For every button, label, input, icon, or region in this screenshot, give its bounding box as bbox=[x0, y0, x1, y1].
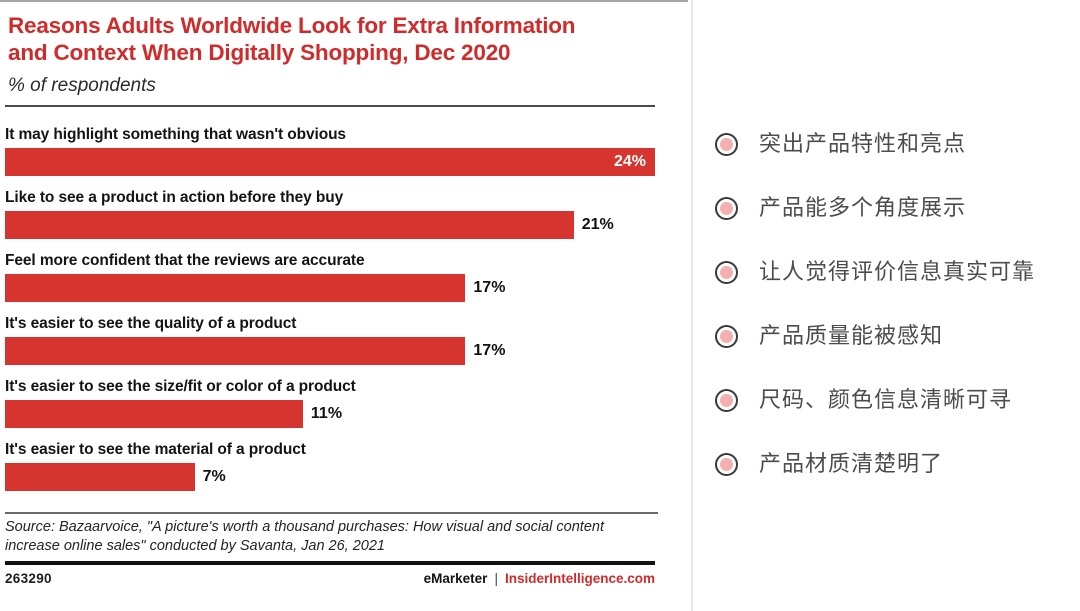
bar-row: 21% bbox=[5, 211, 655, 239]
bar-value-label-outside: 17% bbox=[473, 279, 506, 296]
radio-bullet-icon bbox=[715, 324, 738, 348]
bar-category-label: Like to see a product in action before t… bbox=[5, 189, 344, 206]
bar-value-label-outside: 11% bbox=[310, 405, 343, 422]
radio-bullet-dot bbox=[720, 393, 733, 407]
radio-bullet-dot bbox=[720, 137, 733, 151]
bar-group: It's easier to see the size/fit or color… bbox=[5, 379, 655, 428]
footer: 263290 eMarketer | InsiderIntelligence.c… bbox=[5, 571, 655, 586]
note-item: 产品质量能被感知 bbox=[715, 323, 1080, 349]
note-text: 产品质量能被感知 bbox=[759, 323, 944, 348]
note-text: 让人觉得评价信息真实可靠 bbox=[759, 259, 1036, 284]
radio-bullet-icon bbox=[715, 196, 738, 220]
bar: 24% bbox=[5, 148, 655, 176]
bar-category-label: It's easier to see the size/fit or color… bbox=[5, 378, 356, 395]
bar bbox=[5, 400, 303, 428]
header-rule bbox=[5, 105, 655, 107]
note-text: 突出产品特性和亮点 bbox=[759, 131, 967, 156]
note-item: 让人觉得评价信息真实可靠 bbox=[715, 259, 1080, 285]
note-item: 尺码、颜色信息清晰可寻 bbox=[715, 387, 1080, 413]
bar-row: 11% bbox=[5, 400, 655, 428]
note-text: 尺码、颜色信息清晰可寻 bbox=[759, 387, 1013, 412]
bar bbox=[5, 211, 574, 239]
bar-category-label: It may highlight something that wasn't o… bbox=[5, 126, 346, 143]
emarketer-logo: eMarketer bbox=[423, 570, 488, 586]
insider-intelligence-link[interactable]: InsiderIntelligence.com bbox=[504, 570, 655, 586]
bar bbox=[5, 274, 466, 302]
radio-bullet-dot bbox=[720, 265, 733, 279]
radio-bullet-icon bbox=[715, 388, 738, 412]
bar-value-label-inside: 24% bbox=[613, 153, 646, 170]
radio-bullet-dot bbox=[720, 329, 733, 343]
bar-row: 24% bbox=[5, 148, 655, 176]
radio-bullet-dot bbox=[720, 201, 733, 215]
bar-groups: It may highlight something that wasn't o… bbox=[5, 127, 655, 491]
bar-group: It's easier to see the quality of a prod… bbox=[5, 316, 655, 365]
note-item: 产品材质清楚明了 bbox=[715, 451, 1080, 477]
note-text: 产品能多个角度展示 bbox=[759, 195, 967, 220]
radio-bullet-icon bbox=[715, 132, 738, 156]
note-text: 产品材质清楚明了 bbox=[759, 451, 944, 476]
radio-bullet-icon bbox=[715, 260, 738, 284]
bar-category-label: Feel more confident that the reviews are… bbox=[5, 252, 365, 269]
footer-rule bbox=[5, 560, 655, 565]
bar-row: 17% bbox=[5, 274, 655, 302]
bar-category-label: It's easier to see the material of a pro… bbox=[5, 441, 306, 458]
bar-value-label-outside: 21% bbox=[581, 216, 614, 233]
radio-bullet-dot bbox=[720, 457, 733, 471]
notes-panel: 突出产品特性和亮点 产品能多个角度展示 让人觉得评价信息真实可靠 产品质量能被感… bbox=[693, 0, 1080, 611]
radio-bullet-icon bbox=[715, 452, 738, 476]
notes-list: 突出产品特性和亮点 产品能多个角度展示 让人觉得评价信息真实可靠 产品质量能被感… bbox=[693, 0, 1080, 477]
panel-divider bbox=[691, 0, 693, 611]
chart-id: 263290 bbox=[5, 570, 52, 586]
bar bbox=[5, 463, 195, 491]
brand-separator: | bbox=[494, 570, 498, 586]
source-rule bbox=[5, 512, 658, 514]
chart-inner: Reasons Adults Worldwide Look for Extra … bbox=[5, 0, 660, 586]
note-item: 突出产品特性和亮点 bbox=[715, 131, 1080, 157]
bar bbox=[5, 337, 466, 365]
bar-value-label-outside: 7% bbox=[202, 468, 226, 485]
bar-row: 17% bbox=[5, 337, 655, 365]
bar-group: It may highlight something that wasn't o… bbox=[5, 127, 655, 176]
source-note: Source: Bazaarvoice, "A picture's worth … bbox=[5, 518, 604, 554]
brand-lockup: eMarketer | InsiderIntelligence.com bbox=[424, 571, 655, 586]
bar-row: 7% bbox=[5, 463, 655, 491]
bar-category-label: It's easier to see the quality of a prod… bbox=[5, 315, 297, 332]
top-crop-line bbox=[0, 0, 688, 2]
chart-subtitle: % of respondents bbox=[8, 75, 156, 96]
bar-group: Feel more confident that the reviews are… bbox=[5, 253, 655, 302]
bar-group: It's easier to see the material of a pro… bbox=[5, 442, 655, 491]
bar-value-label-outside: 17% bbox=[473, 342, 506, 359]
bar-group: Like to see a product in action before t… bbox=[5, 190, 655, 239]
chart-panel: Reasons Adults Worldwide Look for Extra … bbox=[0, 0, 688, 586]
chart-title: Reasons Adults Worldwide Look for Extra … bbox=[8, 13, 576, 65]
note-item: 产品能多个角度展示 bbox=[715, 195, 1080, 221]
